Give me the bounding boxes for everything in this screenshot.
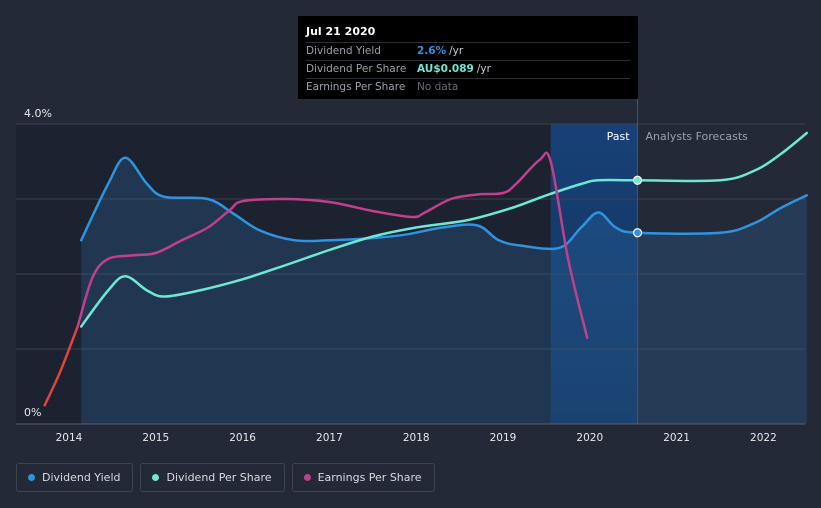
x-tick-label: 2018 xyxy=(403,432,430,444)
tooltip-unit: /yr xyxy=(476,63,491,75)
tooltip-row-earnings-per-share: Earnings Per Share No data xyxy=(306,78,630,96)
chart-legend: Dividend Yield Dividend Per Share Earnin… xyxy=(16,463,435,492)
x-tick-label: 2015 xyxy=(142,432,169,444)
tooltip-value: AU$0.089 xyxy=(417,63,474,75)
dividend-yield-area xyxy=(81,157,807,425)
x-tick-label: 2016 xyxy=(229,432,256,444)
legend-item-dividend-per-share[interactable]: Dividend Per Share xyxy=(140,463,285,492)
x-tick-label: 2022 xyxy=(750,432,777,444)
tooltip-label: Dividend Per Share xyxy=(306,63,407,75)
x-tick-label: 2019 xyxy=(490,432,517,444)
dividend-per-share-highlight-point xyxy=(632,175,643,185)
hover-tooltip: Jul 21 2020 Dividend Yield 2.6%/yr Divid… xyxy=(298,16,638,99)
x-tick-label: 2014 xyxy=(56,432,83,444)
tooltip-row-dividend-yield: Dividend Yield 2.6%/yr xyxy=(306,42,630,60)
tooltip-label: Dividend Yield xyxy=(306,45,381,57)
past-label: Past xyxy=(607,130,631,143)
x-tick-label: 2017 xyxy=(316,432,343,444)
legend-item-dividend-yield[interactable]: Dividend Yield xyxy=(16,463,134,492)
analysts-forecasts-label: Analysts Forecasts xyxy=(646,130,749,143)
tooltip-value: 2.6% xyxy=(417,45,447,57)
legend-label: Dividend Yield xyxy=(42,471,121,484)
legend-dot-icon xyxy=(303,474,311,481)
tooltip-date: Jul 21 2020 xyxy=(306,25,376,38)
tooltip-label: Earnings Per Share xyxy=(306,81,406,93)
x-tick-label: 2021 xyxy=(663,432,690,444)
dividend-yield-highlight-point xyxy=(632,228,643,238)
legend-item-earnings-per-share[interactable]: Earnings Per Share xyxy=(291,463,435,492)
earnings-per-share-negative-line xyxy=(43,325,79,407)
y-axis-bottom-label: 0% xyxy=(24,406,41,419)
legend-label: Dividend Per Share xyxy=(166,471,272,484)
tooltip-unit: /yr xyxy=(449,45,464,57)
dividend-per-share-line xyxy=(79,131,809,328)
legend-dot-icon xyxy=(152,474,160,481)
x-tick-label: 2020 xyxy=(576,432,603,444)
earnings-per-share-line xyxy=(76,151,589,340)
legend-dot-icon xyxy=(28,474,35,481)
y-axis-top-label: 4.0% xyxy=(24,107,52,120)
legend-label: Earnings Per Share xyxy=(317,471,422,484)
tooltip-value: No data xyxy=(417,81,459,93)
tooltip-row-dividend-per-share: Dividend Per Share AU$0.089/yr xyxy=(306,60,630,78)
